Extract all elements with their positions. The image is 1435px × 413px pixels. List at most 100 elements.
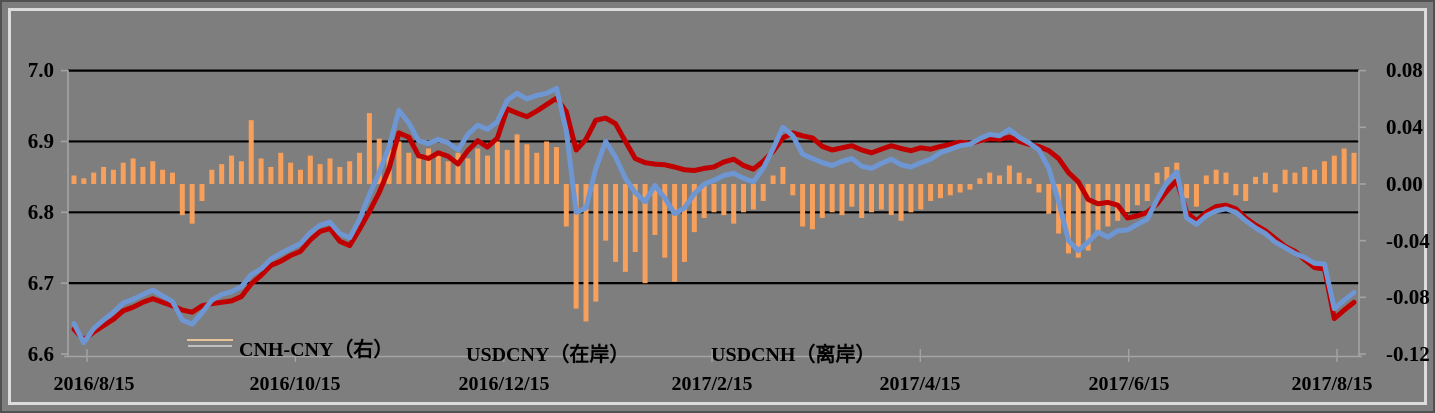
- spread-bar: [1184, 183, 1190, 199]
- right-axis-tick-0.08: 0.08: [1386, 58, 1423, 82]
- spread-bar: [337, 166, 343, 184]
- left-axis-tick-7.0: 7.0: [27, 58, 54, 82]
- spread-bar: [1115, 183, 1121, 221]
- spread-bar: [987, 172, 993, 184]
- spread-bar: [347, 161, 353, 184]
- spread-bar: [898, 183, 904, 221]
- spread-bar: [494, 141, 500, 184]
- spread-bar: [977, 178, 983, 184]
- spread-bar: [150, 161, 156, 184]
- right-axis-tick-0.00: 0.00: [1386, 172, 1423, 196]
- spread-bar: [209, 169, 215, 184]
- spread-bar: [219, 164, 225, 184]
- spread-bar: [1046, 183, 1052, 214]
- spread-bar: [1006, 165, 1012, 184]
- spread-bar: [1203, 175, 1209, 184]
- spread-bar: [199, 183, 205, 201]
- spread-bar: [1075, 183, 1081, 258]
- spread-bar: [1016, 172, 1022, 184]
- spread-bar: [1095, 183, 1101, 231]
- spread-bar: [1164, 166, 1170, 184]
- spread-bar: [1213, 169, 1219, 184]
- spread-bar: [928, 183, 934, 201]
- spread-bar: [91, 172, 97, 184]
- spread-bar: [642, 183, 648, 284]
- spread-bar: [140, 166, 146, 184]
- spread-bar: [445, 161, 451, 184]
- spread-bar: [120, 162, 126, 184]
- spread-bar: [160, 169, 166, 184]
- spread-bar: [504, 149, 510, 184]
- spread-bar: [169, 172, 175, 184]
- spread-bar: [790, 183, 796, 196]
- spread-bar: [1193, 183, 1199, 207]
- spread-bar: [101, 166, 107, 184]
- spread-bar: [366, 113, 372, 184]
- spread-bar: [1125, 183, 1131, 213]
- x-axis-tick-2016-12-15: 2016/12/15: [458, 373, 550, 395]
- spread-bar: [1321, 161, 1327, 184]
- spread-bar: [819, 183, 825, 218]
- spread-bar: [81, 178, 87, 184]
- spread-bar: [563, 183, 569, 227]
- spread-bar: [583, 183, 589, 322]
- spread-bar: [1331, 155, 1337, 184]
- right-axis-tick--0.08: -0.08: [1386, 285, 1430, 309]
- spread-bar: [1105, 183, 1111, 227]
- spread-bar: [1302, 166, 1308, 184]
- spread-bar: [839, 183, 845, 216]
- spread-bar: [1223, 172, 1229, 184]
- spread-bar: [1154, 172, 1160, 184]
- spread-bar: [229, 155, 235, 184]
- spread-bar: [662, 183, 668, 258]
- spread-bar: [1282, 169, 1288, 184]
- spread-bar: [1026, 178, 1032, 184]
- x-axis-tick-2016-10-15: 2016/10/15: [249, 373, 341, 395]
- spread-bar: [603, 183, 609, 241]
- spread-bar: [406, 152, 412, 184]
- spread-bar: [435, 155, 441, 184]
- spread-bar: [396, 141, 402, 184]
- legend-swatch-cnh-cny-bar: [187, 339, 233, 361]
- spread-bar: [741, 183, 747, 213]
- spread-bar: [622, 183, 628, 272]
- spread-bar: [632, 183, 638, 252]
- spread-bar: [721, 183, 727, 216]
- spread-bar: [376, 138, 382, 184]
- spread-bar: [829, 183, 835, 213]
- spread-bar: [1351, 152, 1357, 184]
- spread-bar: [357, 152, 363, 184]
- spread-bar: [327, 158, 333, 184]
- spread-bar: [1233, 183, 1239, 196]
- spread-bar: [967, 183, 973, 190]
- spread-bar: [573, 183, 579, 309]
- spread-bar: [593, 183, 599, 302]
- x-axis-tick-2017-4-15: 2017/4/15: [879, 373, 961, 395]
- spread-bar: [1341, 148, 1347, 184]
- spread-bar: [731, 183, 737, 224]
- spread-bar: [997, 175, 1003, 184]
- spread-bar: [455, 152, 461, 184]
- spread-bar: [780, 166, 786, 184]
- spread-bar: [288, 162, 294, 184]
- spread-bar: [1085, 183, 1091, 251]
- spread-bar: [681, 183, 687, 262]
- spread-bar: [425, 148, 431, 184]
- legend-label-usdcny: USDCNY（在岸）: [466, 344, 630, 366]
- spread-bar: [258, 158, 264, 184]
- spread-bar: [1253, 176, 1259, 184]
- left-axis-tick-6.6: 6.6: [27, 342, 54, 366]
- spread-bar: [800, 183, 806, 227]
- spread-bar: [918, 183, 924, 210]
- spread-bar: [465, 158, 471, 184]
- spread-bar: [672, 183, 678, 282]
- spread-bar: [878, 183, 884, 210]
- spread-bar: [524, 144, 530, 184]
- spread-bar: [701, 183, 707, 218]
- x-axis-tick-2016-8-15: 2016/8/15: [53, 373, 135, 395]
- spread-bar: [613, 183, 619, 262]
- usdcny-line: [71, 95, 1357, 343]
- spread-bar: [71, 175, 77, 184]
